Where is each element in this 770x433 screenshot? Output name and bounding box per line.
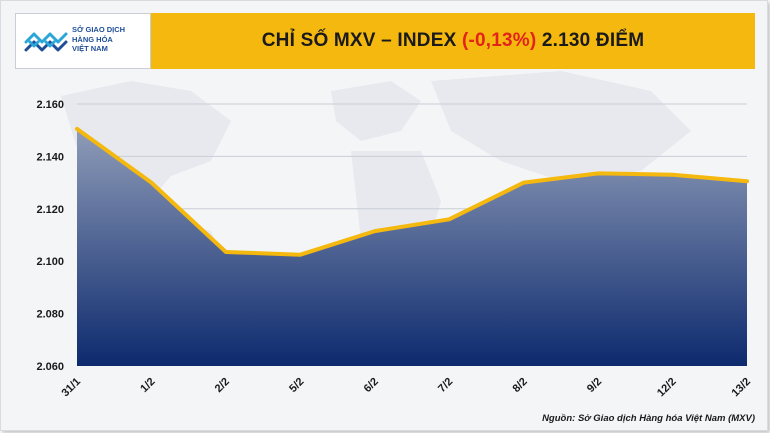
logo: SỞ GIAO DỊCH HÀNG HÓA VIỆT NAM [15, 13, 151, 69]
x-tick-label: 8/2 [510, 376, 529, 395]
data-point [448, 218, 450, 220]
chart-title: CHỈ SỐ MXV – INDEX (-0,13%) 2.130 ĐIỂM [151, 13, 755, 69]
data-point [299, 254, 301, 256]
y-tick-label: 2.080 [36, 309, 64, 321]
x-tick-label: 7/2 [436, 376, 455, 395]
logo-line-2: HÀNG HÓA [72, 34, 113, 44]
data-point [374, 230, 376, 232]
x-tick-label: 1/2 [138, 376, 157, 395]
logo-text: SỞ GIAO DỊCH HÀNG HÓA VIỆT NAM [72, 25, 152, 54]
y-tick-label: 2.140 [36, 151, 64, 163]
logo-line-1: SỞ GIAO DỊCH [72, 25, 126, 34]
title-prefix: CHỈ SỐ MXV – INDEX [261, 30, 462, 51]
data-point [225, 251, 227, 253]
area-fill [77, 128, 747, 366]
logo-line-3: VIỆT NAM [72, 44, 108, 53]
x-tick-label: 9/2 [585, 376, 604, 395]
x-tick-label: 2/2 [213, 376, 232, 395]
y-tick-label: 2.160 [36, 99, 64, 111]
series-line [75, 126, 749, 257]
x-tick-label: 6/2 [362, 376, 381, 395]
y-tick-label: 2.060 [36, 361, 64, 373]
x-tick-label: 5/2 [287, 376, 306, 395]
source-note: Nguồn: Sở Giao dịch Hàng hóa Việt Nam (M… [542, 413, 755, 424]
y-tick-label: 2.120 [36, 204, 64, 216]
data-point [672, 174, 674, 176]
data-point [523, 182, 525, 184]
y-tick-label: 2.100 [36, 256, 64, 268]
header-band [151, 13, 755, 69]
mxv-logo-icon [24, 32, 68, 52]
data-point [150, 182, 152, 184]
title-suffix: 2.130 ĐIỂM [536, 30, 645, 51]
x-tick-label: 31/1 [59, 376, 83, 400]
data-point [746, 180, 748, 182]
x-tick-label: 12/2 [655, 376, 679, 400]
change-percent: (-0,13%) [461, 30, 537, 51]
data-point [597, 172, 599, 174]
x-tick-label: 13/2 [729, 376, 753, 400]
data-point [76, 128, 78, 130]
